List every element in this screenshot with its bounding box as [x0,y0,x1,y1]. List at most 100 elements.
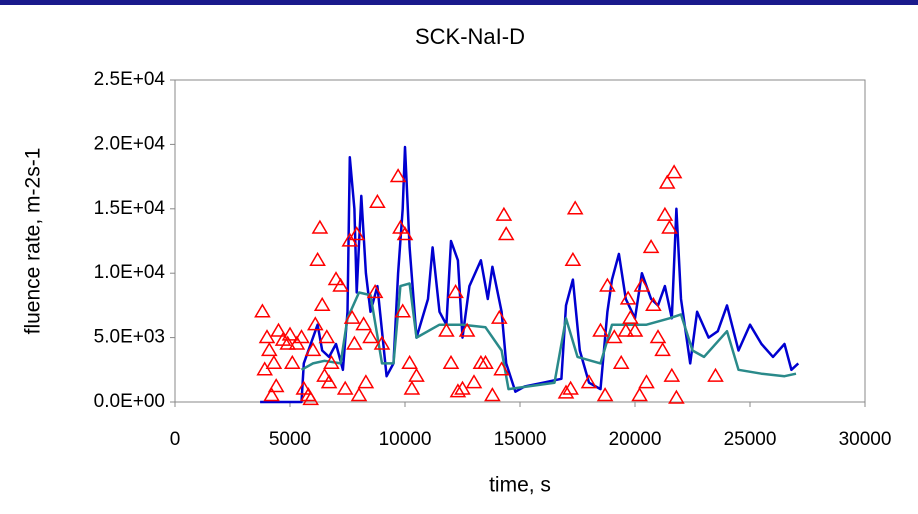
triangle-marker [438,322,455,337]
x-tick-label: 20000 [609,429,662,450]
triangle-marker [343,309,361,324]
triangle-marker [622,309,639,324]
triangle-marker [493,361,510,376]
y-axis-label: fluence rate, m-2s-1 [22,148,45,335]
y-tick-label: 1.5E+04 [94,198,166,219]
x-tick-label: 10000 [379,429,432,450]
triangle-marker [279,335,297,350]
triangle-marker [270,322,287,337]
triangle-marker [316,367,333,382]
triangle-marker [295,380,313,395]
triangle-marker [645,296,662,312]
x-tick-label: 25000 [724,429,777,450]
triangle-marker [357,374,375,389]
triangle-marker [566,200,584,215]
x-axis-label: time, s [489,474,551,497]
triangle-marker [265,354,283,370]
triangle-marker [293,329,310,344]
triangle-marker [348,226,366,241]
triangle-marker [661,219,678,234]
triangle-marker [668,389,685,404]
triangle-marker [281,326,299,341]
x-tick-label: 0 [170,429,181,450]
triangle-marker [313,296,331,312]
y-tick-label: 2.0E+04 [94,133,166,154]
triangle-marker [389,168,407,183]
y-tick-label: 2.5E+04 [94,69,166,90]
x-tick-label: 15000 [494,429,547,450]
triangle-marker [263,387,280,402]
triangle-marker [626,322,644,337]
chart-title: SCK-NaI-D [415,24,525,49]
triangle-marker [562,380,579,395]
triangle-marker [350,387,368,402]
triangle-marker [658,174,676,189]
y-tick-label: 0.0E+00 [94,391,165,412]
triangle-marker [580,374,598,389]
triangle-marker [495,206,513,221]
triangle-marker [373,335,391,350]
triangle-marker [631,387,648,402]
triangle-marker [596,387,614,402]
triangle-marker [707,367,724,382]
triangle-marker [267,378,285,393]
triangle-marker [592,322,609,337]
triangle-marker [260,342,278,357]
triangle-marker [649,329,667,344]
triangle-marker [408,367,425,382]
triangle-marker [302,390,320,406]
top-bar [0,0,918,5]
triangle-marker [401,354,418,370]
triangle-marker [477,354,494,370]
triangle-marker [484,387,501,402]
y-tick-label: 5.0E+03 [94,327,165,348]
data-line [300,282,797,391]
triangle-marker [254,303,271,318]
triangle-marker [619,290,637,305]
triangle-marker [665,164,683,179]
triangle-marker [309,251,326,266]
triangle-marker [362,329,379,344]
triangle-marker [355,316,372,331]
triangle-marker [442,354,460,370]
triangle-marker [318,329,336,344]
triangle-marker [497,226,515,241]
triangle-marker [403,380,421,395]
triangle-marker [392,219,409,234]
triangle-marker [656,206,674,221]
triangle-marker [366,284,384,299]
triangle-marker [394,303,412,318]
triangle-marker [396,226,414,241]
triangle-marker [557,384,575,399]
triangle-marker [323,354,340,370]
triangle-marker [564,251,582,266]
triangle-marker [320,374,338,389]
triangle-marker [612,354,630,370]
triangle-marker [490,309,508,324]
triangle-marker [458,322,476,337]
triangle-marker [633,277,651,292]
triangle-marker [654,342,671,357]
triangle-marker [346,335,363,350]
plot-area [174,79,866,403]
triangle-marker [449,383,467,398]
triangle-marker [327,271,345,286]
triangle-marker [447,284,464,299]
x-tick-label: 30000 [839,429,892,450]
x-tick-label: 5000 [269,429,311,450]
triangle-marker [332,277,349,292]
triangle-marker [311,219,329,234]
y-tick-label: 1.0E+04 [94,262,166,283]
triangle-marker [617,322,635,337]
triangle-marker [369,193,386,209]
triangle-marker [465,374,483,389]
triangle-marker [283,354,301,370]
triangle-marker [304,342,322,357]
triangle-marker [336,380,354,395]
triangle-marker [599,277,616,292]
triangle-marker [663,367,681,382]
triangle-marker [306,316,324,331]
triangle-marker [638,374,655,389]
